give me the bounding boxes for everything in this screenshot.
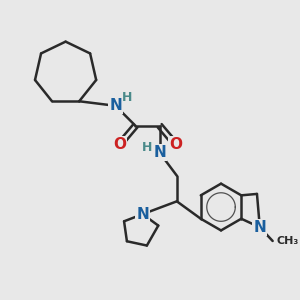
Text: N: N: [254, 220, 266, 235]
Text: N: N: [136, 207, 149, 222]
Text: N: N: [153, 146, 166, 160]
Text: CH₃: CH₃: [277, 236, 299, 246]
Text: O: O: [113, 137, 126, 152]
Text: O: O: [169, 137, 182, 152]
Text: H: H: [142, 141, 153, 154]
Text: H: H: [122, 91, 132, 104]
Text: N: N: [109, 98, 122, 113]
